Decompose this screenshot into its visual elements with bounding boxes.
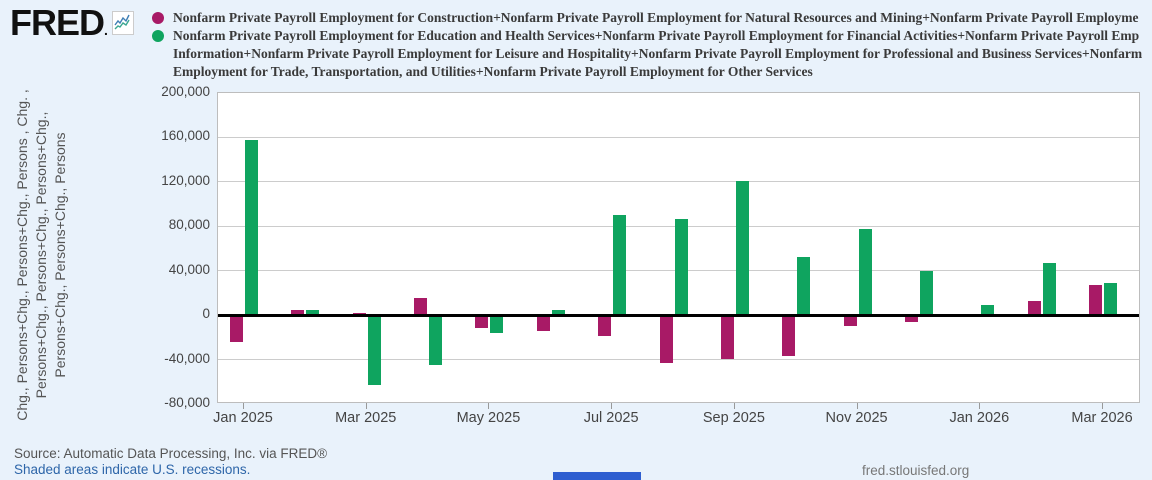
bar-green-series-Jul-2025[interactable]: [613, 215, 627, 316]
legend-line: Employment for Trade, Transportation, an…: [173, 64, 813, 79]
x-tick-mark: [243, 403, 244, 409]
y-tick-label: 0: [202, 306, 210, 322]
bar-green-series-Jan-2026[interactable]: [981, 305, 995, 316]
x-tick-mark: [856, 403, 858, 409]
y-axis-label: Chg., Persons+Chg., Persons+Chg., Person…: [12, 55, 72, 455]
bar-magenta-series-Sep-2025[interactable]: [720, 316, 734, 360]
x-tick-label: Sep 2025: [702, 410, 765, 426]
fred-site-link[interactable]: fred.stlouisfed.org: [862, 463, 970, 478]
x-tick-label: Mar 2026: [1071, 410, 1133, 426]
bar-green-series-Feb-2025[interactable]: [306, 309, 320, 316]
x-tick-mark: [611, 403, 613, 409]
bar-magenta-series-May-2025[interactable]: [475, 316, 489, 329]
bar-green-series-Jan-2025[interactable]: [245, 139, 258, 316]
zero-baseline: [218, 314, 1139, 318]
y-tick-label: 160,000: [161, 128, 210, 144]
bar-magenta-series-Oct-2025[interactable]: [782, 316, 796, 357]
bar-magenta-series-Dec-2025[interactable]: [904, 316, 918, 322]
fred-logo-text: FRED: [10, 2, 105, 43]
gridline: [218, 359, 1139, 361]
bar-green-series-May-2025[interactable]: [490, 316, 504, 333]
bar-green-series-Dec-2025[interactable]: [919, 270, 933, 316]
bar-green-series-Nov-2025[interactable]: [858, 228, 872, 316]
bar-magenta-series-Feb-2026[interactable]: [1027, 300, 1041, 316]
y-tick-label: -80,000: [164, 395, 210, 410]
bar-magenta-series-Aug-2025[interactable]: [659, 316, 673, 363]
bar-green-series-Apr-2025[interactable]: [429, 316, 443, 365]
y-tick-label: 40,000: [168, 261, 210, 277]
bar-green-series-Jun-2025[interactable]: [551, 309, 565, 316]
legend: Nonfarm Private Payroll Employment for C…: [152, 9, 1152, 91]
bar-magenta-series-Apr-2025[interactable]: [414, 298, 428, 316]
x-tick-label: Jul 2025: [583, 410, 639, 426]
bar-magenta-series-Jul-2025[interactable]: [598, 316, 612, 337]
source-text: Source: Automatic Data Processing, Inc. …: [14, 446, 328, 461]
x-tick-label: May 2025: [456, 410, 521, 426]
bar-magenta-series-Jan-2025[interactable]: [230, 316, 243, 342]
gridline: [218, 136, 1139, 138]
fred-logo[interactable]: FRED.: [10, 2, 134, 43]
bar-green-series-Aug-2025[interactable]: [674, 218, 688, 316]
bar-green-series-Feb-2026[interactable]: [1042, 262, 1056, 316]
legend-entry-text: Nonfarm Private Payroll Employment for C…: [173, 9, 1139, 27]
bar-green-series-Oct-2025[interactable]: [797, 257, 811, 316]
legend-marker-dot: [152, 12, 164, 24]
bar-magenta-series-Mar-2026[interactable]: [1089, 285, 1103, 316]
sparkline-icon: [111, 11, 134, 35]
x-tick-mark: [488, 403, 490, 409]
y-tick-label: -40,000: [164, 350, 210, 366]
x-tick-mark: [1102, 403, 1104, 409]
bar-green-series-Mar-2026[interactable]: [1104, 282, 1118, 316]
recessions-link[interactable]: Shaded areas indicate U.S. recessions.: [14, 462, 251, 477]
legend-line: Nonfarm Private Payroll Employment for C…: [173, 10, 1139, 25]
legend-entry-text: Nonfarm Private Payroll Employment for E…: [173, 27, 1142, 81]
x-tick-label: Jan 2026: [949, 410, 1010, 426]
y-axis-label-line: Persons+Chg., Persons+Chg., Persons: [51, 132, 68, 378]
horizontal-scrollbar-thumb[interactable]: [553, 472, 641, 480]
x-tick-mark: [733, 403, 735, 409]
plot-area[interactable]: [217, 92, 1140, 403]
bar-green-series-Sep-2025[interactable]: [735, 180, 749, 316]
x-tick-mark: [365, 403, 367, 409]
y-tick-label: 120,000: [161, 172, 210, 188]
bar-magenta-series-Jun-2025[interactable]: [536, 316, 550, 331]
y-tick-label: 80,000: [168, 217, 210, 233]
legend-entry-1: Nonfarm Private Payroll Employment for C…: [152, 9, 1152, 27]
x-tick-mark: [979, 403, 981, 409]
y-axis-label-line: Chg., Persons+Chg., Persons+Chg., Person…: [13, 89, 30, 421]
legend-marker-dot: [152, 30, 164, 42]
fred-logo-dot: .: [104, 22, 108, 38]
legend-line: Information+Nonfarm Private Payroll Empl…: [173, 46, 1143, 61]
x-tick-label: Jan 2025: [213, 410, 273, 426]
x-tick-label: Nov 2025: [825, 410, 888, 426]
y-tick-label: 200,000: [161, 84, 210, 99]
bar-magenta-series-Feb-2025[interactable]: [291, 309, 305, 316]
x-tick-label: Mar 2025: [335, 410, 397, 426]
bar-green-series-Mar-2025[interactable]: [367, 316, 381, 385]
y-axis-label-line: Persons+Chg., Persons+Chg., Persons+Chg.…: [32, 111, 49, 399]
bar-magenta-series-Nov-2025[interactable]: [843, 316, 857, 327]
legend-entry-2: Nonfarm Private Payroll Employment for E…: [152, 27, 1152, 81]
gridline: [218, 181, 1139, 183]
bar-magenta-series-Mar-2025[interactable]: [352, 312, 366, 316]
legend-line: Nonfarm Private Payroll Employment for E…: [173, 28, 1140, 43]
